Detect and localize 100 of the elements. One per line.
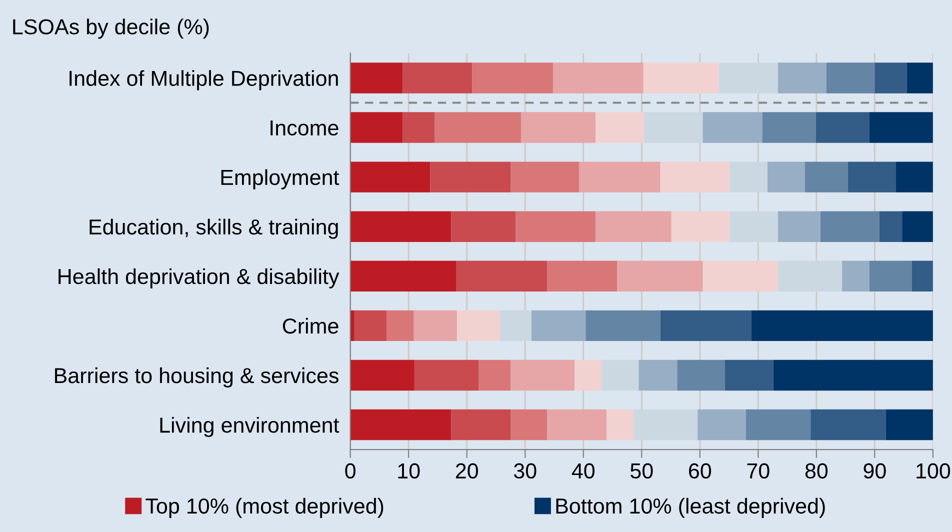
bar xyxy=(521,112,596,143)
bar xyxy=(579,162,660,192)
bar xyxy=(478,360,511,391)
bar xyxy=(751,310,933,342)
bar xyxy=(633,409,698,440)
x-tick-label: 60 xyxy=(689,463,712,479)
bar xyxy=(516,211,596,242)
bar xyxy=(402,112,435,143)
text: LSOAs by decile (%) xyxy=(13,18,209,39)
bar xyxy=(350,211,452,242)
bar xyxy=(660,310,752,342)
bar xyxy=(617,260,703,292)
bar xyxy=(350,62,403,94)
bar xyxy=(456,310,500,342)
y-tick-label: Education, skills & training xyxy=(90,218,338,239)
bar xyxy=(414,310,457,342)
bar xyxy=(912,260,933,292)
bar xyxy=(532,310,586,342)
bar xyxy=(826,62,875,94)
legend-label: Top 10% (most deprived) xyxy=(146,498,384,518)
bar xyxy=(698,409,746,440)
bar xyxy=(702,112,762,143)
bar xyxy=(350,112,403,143)
bar xyxy=(874,62,907,94)
bar xyxy=(886,409,933,440)
y-tick-label: Crime xyxy=(282,318,338,334)
bar xyxy=(902,211,933,242)
bar xyxy=(810,409,886,440)
legend-label: Bottom 10% (least deprived) xyxy=(556,498,825,518)
y-tick-label: Barriers to housing & services xyxy=(55,367,338,388)
x-tick-label: 0 xyxy=(345,463,356,479)
bar xyxy=(643,62,720,94)
bar xyxy=(553,62,644,94)
bar xyxy=(402,62,472,94)
bar xyxy=(638,360,678,391)
bar xyxy=(456,260,548,292)
bar xyxy=(350,360,414,391)
bar xyxy=(896,162,933,192)
bar xyxy=(547,260,618,292)
bar xyxy=(606,409,634,440)
bar xyxy=(430,162,511,192)
bar xyxy=(510,360,575,391)
x-tick-label: 70 xyxy=(747,463,770,479)
bar xyxy=(816,112,870,143)
bar xyxy=(451,409,511,440)
bar xyxy=(596,112,644,143)
y-tick-label: Index of Multiple Deprivation xyxy=(70,70,338,90)
bar xyxy=(804,162,848,192)
bar xyxy=(500,310,532,342)
y-tick-label: Living environment xyxy=(160,416,340,438)
x-tick-label: 80 xyxy=(805,463,828,479)
y-tick-label: Health deprivation & disability xyxy=(58,268,340,288)
bar xyxy=(510,409,548,440)
bar xyxy=(354,310,386,342)
x-tick-label: 40 xyxy=(572,463,595,479)
x-tick-label: 100 xyxy=(916,463,950,479)
bar xyxy=(451,211,516,242)
bar xyxy=(574,360,602,391)
bar xyxy=(434,112,522,143)
bar xyxy=(820,211,880,242)
x-tick-label: 10 xyxy=(398,463,420,479)
bar xyxy=(510,162,580,192)
bar xyxy=(746,409,811,440)
bar xyxy=(671,211,730,242)
bar xyxy=(773,360,933,391)
bar xyxy=(350,260,456,292)
bar xyxy=(547,409,607,440)
bar xyxy=(869,112,933,143)
bar xyxy=(778,260,842,292)
bar xyxy=(601,360,639,391)
bar xyxy=(842,260,870,292)
bar xyxy=(730,162,768,192)
bar xyxy=(677,360,725,391)
bar xyxy=(596,211,672,242)
bar xyxy=(702,260,778,292)
x-tick-label: 90 xyxy=(864,463,886,479)
bar xyxy=(724,360,774,391)
bar xyxy=(848,162,896,192)
bar xyxy=(906,62,933,94)
y-tick-label: Employment xyxy=(221,169,340,190)
bar xyxy=(719,62,778,94)
bar xyxy=(762,112,816,143)
bar xyxy=(350,409,452,440)
bar xyxy=(730,211,778,242)
bar xyxy=(869,260,912,292)
bar xyxy=(644,112,703,143)
bar xyxy=(586,310,660,342)
y-tick-label: Income xyxy=(270,120,338,136)
bar xyxy=(660,162,730,192)
bar xyxy=(879,211,902,242)
bar xyxy=(386,310,414,342)
x-tick-label: 20 xyxy=(456,463,478,479)
x-tick-label: 30 xyxy=(514,463,536,479)
x-tick-label: 50 xyxy=(630,463,653,479)
bar xyxy=(350,162,430,192)
bar xyxy=(767,162,805,192)
bar xyxy=(414,360,479,391)
bar xyxy=(778,62,826,94)
bar xyxy=(778,211,821,242)
bar xyxy=(472,62,554,94)
